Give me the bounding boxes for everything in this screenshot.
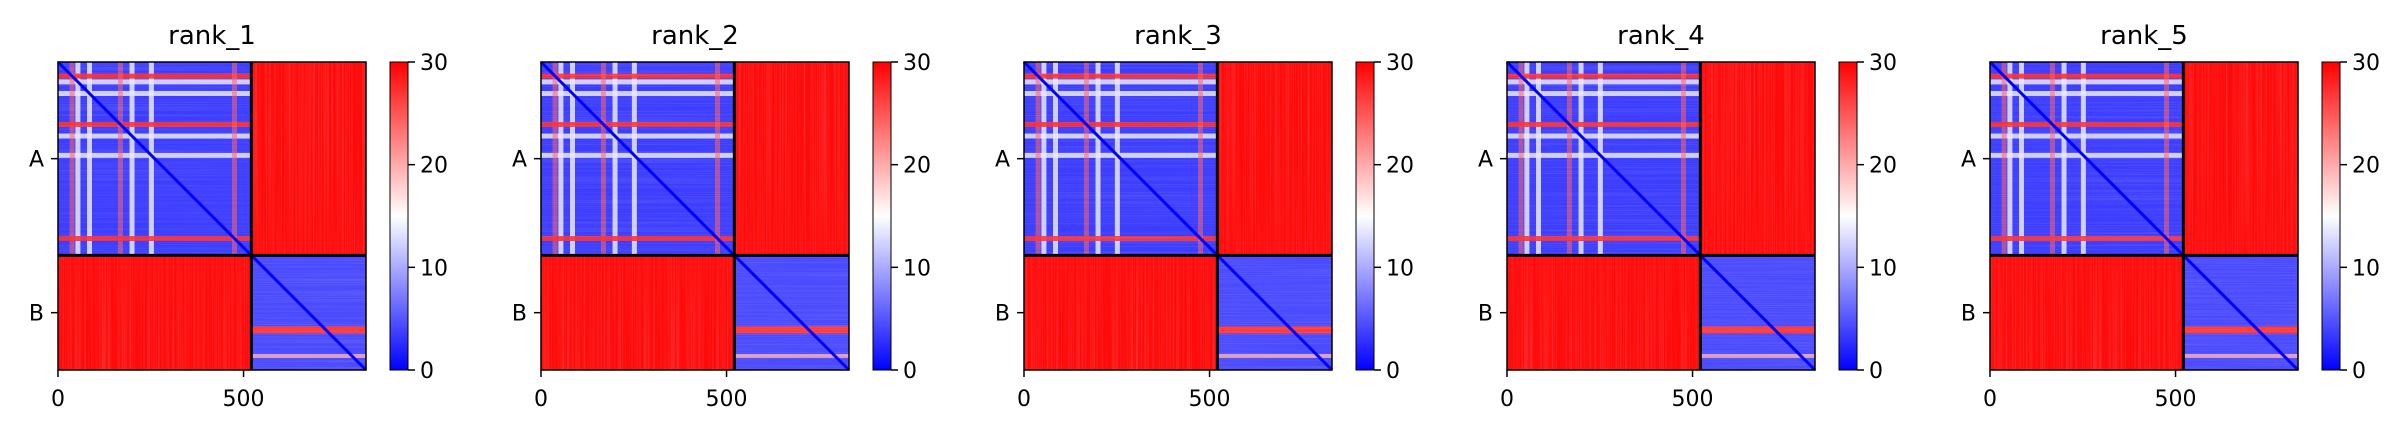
colorbar-tick-label: 20	[420, 154, 448, 179]
colorbar-tick-label: 20	[903, 154, 931, 179]
diagonal	[539, 60, 851, 372]
x-tick-label: 0	[534, 387, 548, 412]
offdiag-texture	[58, 255, 252, 370]
x-tick-label: 500	[1189, 387, 1231, 412]
colorbar-tick-label: 30	[2352, 51, 2380, 76]
offdiag-texture	[2183, 62, 2298, 256]
colorbar-tick-label: 10	[1386, 256, 1414, 281]
chain-label: B	[1478, 302, 1493, 327]
x-tick-label: 500	[223, 387, 265, 412]
x-tick-label: 500	[1672, 387, 1714, 412]
x-tick-label: 500	[2155, 387, 2197, 412]
colorbar-tick-label: 10	[1869, 256, 1897, 281]
offdiag-texture	[1507, 255, 1701, 370]
chain-label: A	[1478, 148, 1493, 173]
x-tick-label: 0	[1017, 387, 1031, 412]
colorbar-tick-label: 30	[903, 51, 931, 76]
heatmap-frame	[1989, 61, 2299, 371]
colorbar	[872, 61, 892, 371]
heatmap-frame	[1506, 61, 1816, 371]
heatmap-frame	[1023, 61, 1333, 371]
chain-label: A	[995, 148, 1010, 173]
colorbar-tick-label: 10	[903, 256, 931, 281]
diagonal	[1022, 60, 1334, 372]
x-tick-label: 0	[1500, 387, 1514, 412]
colorbar-tick-label: 20	[1869, 154, 1897, 179]
colorbar-tick-label: 30	[1386, 51, 1414, 76]
heatmap	[56, 60, 368, 372]
chain-label: A	[29, 148, 44, 173]
panel-4: rank_4 0 500 A B 0 10 20 30	[1478, 21, 1897, 412]
colorbar-tick-label: 10	[420, 256, 448, 281]
colorbar	[2321, 61, 2341, 371]
panel-3: rank_3 0 500 A B 0 10 20 30	[995, 21, 1414, 412]
x-tick-label: 0	[1983, 387, 1997, 412]
offdiag-texture	[1990, 255, 2184, 370]
chain-label: A	[512, 148, 527, 173]
panel-title: rank_1	[168, 21, 256, 51]
heatmap	[1022, 60, 1334, 372]
heatmap	[539, 60, 851, 372]
panel-1: rank_1 0 500 A B 0 10 20 30	[29, 21, 448, 412]
chain-label: B	[29, 302, 44, 327]
diagonal	[56, 60, 368, 372]
colorbar-tick-label: 20	[2352, 154, 2380, 179]
colorbar-tick-label: 0	[420, 359, 434, 384]
panel-2: rank_2 0 500 A B 0 10 20 30	[512, 21, 931, 412]
chain-label: B	[1961, 302, 1976, 327]
offdiag-texture	[1024, 255, 1218, 370]
heatmap-frame	[540, 61, 850, 371]
panel-title: rank_3	[1134, 21, 1222, 51]
colorbar-tick-label: 0	[1869, 359, 1883, 384]
colorbar-tick-label: 0	[2352, 359, 2366, 384]
chain-label: B	[995, 302, 1010, 327]
colorbar	[1838, 61, 1858, 371]
x-tick-label: 500	[706, 387, 748, 412]
panel-title: rank_2	[651, 21, 739, 51]
offdiag-texture	[734, 62, 849, 256]
panel-title: rank_5	[2100, 21, 2188, 51]
diagonal	[1505, 60, 1817, 372]
offdiag-texture	[1217, 62, 1332, 256]
offdiag-texture	[1700, 62, 1815, 256]
panel-5: rank_5 0 500 A B 0 10 20 30	[1961, 21, 2380, 412]
colorbar	[1355, 61, 1375, 371]
heatmap	[1988, 60, 2300, 372]
colorbar-tick-label: 10	[2352, 256, 2380, 281]
diagonal	[1988, 60, 2300, 372]
offdiag-texture	[541, 255, 735, 370]
chain-label: A	[1961, 148, 1976, 173]
x-tick-label: 0	[51, 387, 65, 412]
colorbar-tick-label: 20	[1386, 154, 1414, 179]
heatmap-frame	[57, 61, 367, 371]
heatmap	[1505, 60, 1817, 372]
chain-label: B	[512, 302, 527, 327]
colorbar-tick-label: 0	[903, 359, 917, 384]
offdiag-texture	[251, 62, 366, 256]
colorbar-tick-label: 0	[1386, 359, 1400, 384]
colorbar-tick-label: 30	[420, 51, 448, 76]
colorbar	[389, 61, 409, 371]
colorbar-tick-label: 30	[1869, 51, 1897, 76]
panel-title: rank_4	[1617, 21, 1705, 51]
